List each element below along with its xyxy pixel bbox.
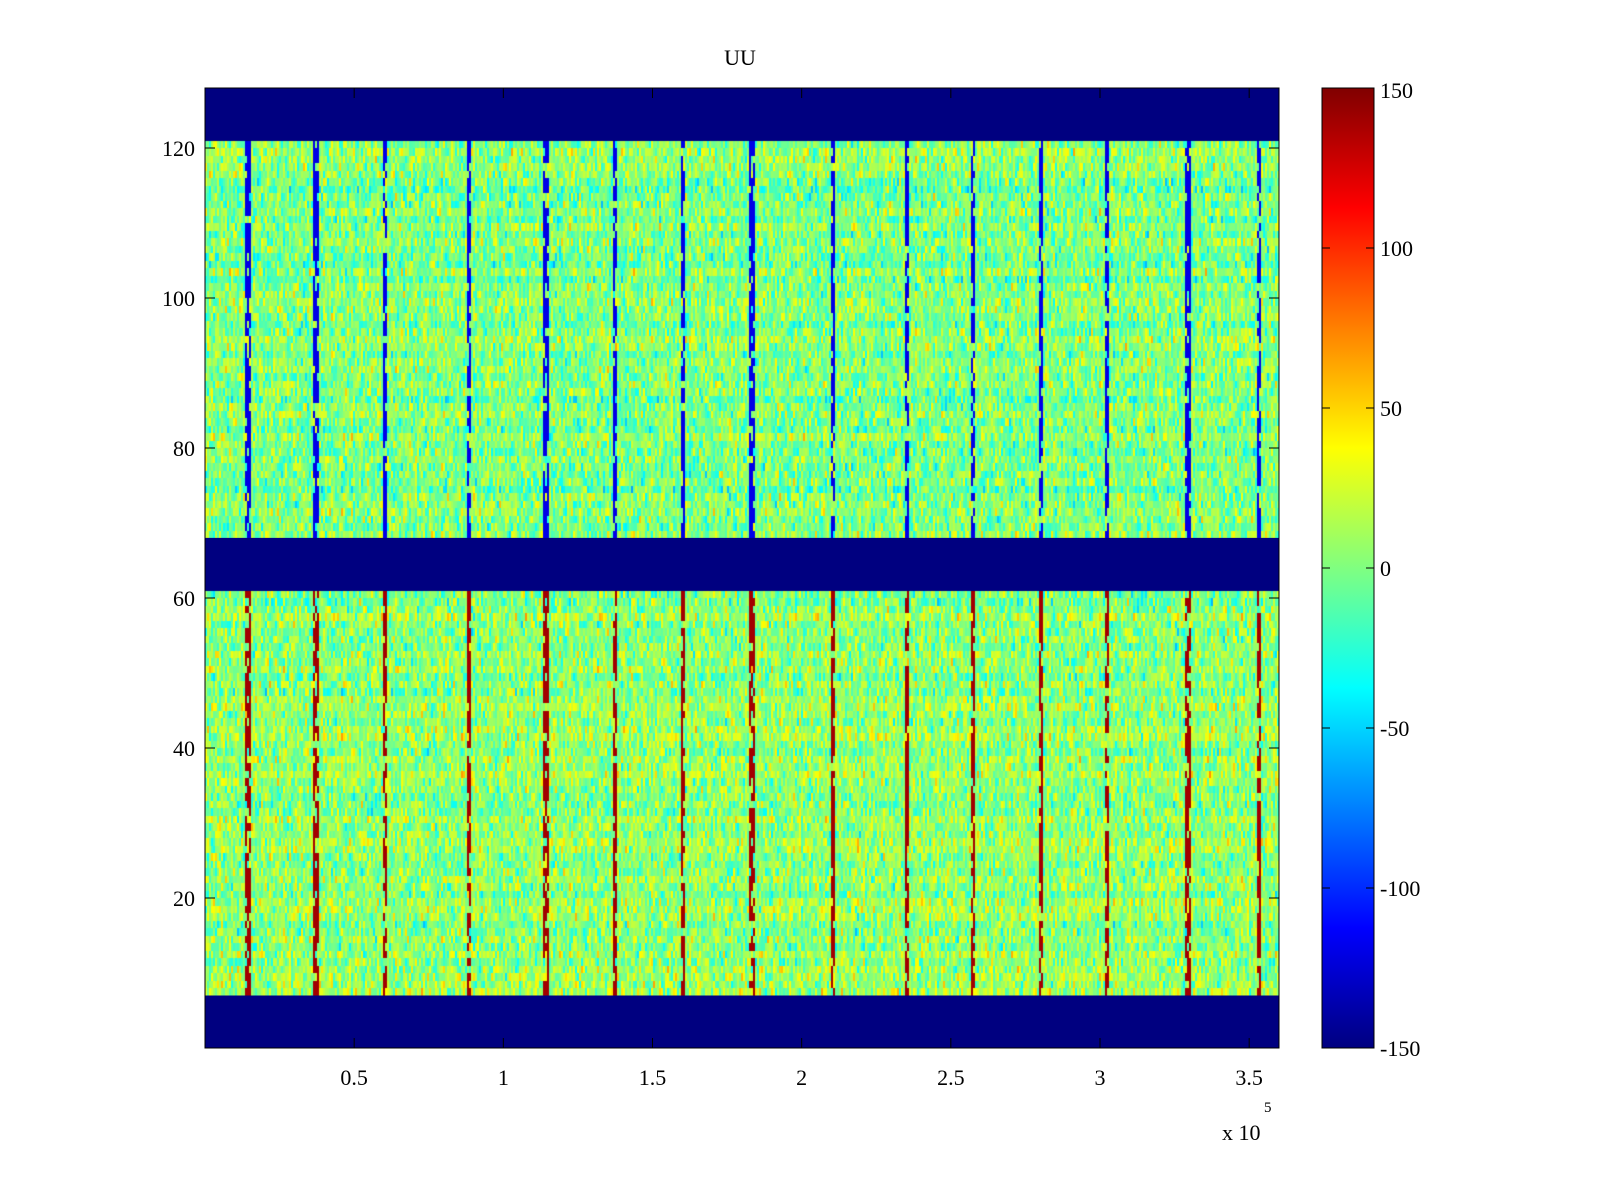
y-tick-label: 80	[173, 436, 195, 461]
y-tick-label: 20	[173, 886, 195, 911]
x-exponent: 5	[1264, 1100, 1272, 1116]
y-axis: 20 40 60 80 100 120	[162, 136, 1279, 911]
x-tick-label: 2.5	[937, 1065, 965, 1090]
plot-frame	[204, 87, 1280, 1049]
masked-band-4	[205, 88, 1279, 141]
x-tick-label: 1.5	[639, 1065, 667, 1090]
x-exponent-label: x 10	[1222, 1120, 1261, 1145]
y-tick-label: 120	[162, 136, 195, 161]
colorbar-tick-label: 100	[1380, 236, 1413, 261]
colorbar-tick-label: -150	[1380, 1036, 1420, 1061]
masked-band-2	[205, 538, 1279, 591]
x-tick-label: 3.5	[1235, 1065, 1263, 1090]
colorbar-tick-label: 0	[1380, 556, 1391, 581]
colorbar: 150 100 50 0 -50 -100 -150	[1321, 78, 1420, 1061]
x-tick-label: 2	[796, 1065, 807, 1090]
colorbar-ticks: 150 100 50 0 -50 -100 -150	[1322, 78, 1420, 1061]
colorbar-tick-label: -50	[1380, 716, 1409, 741]
chart-title: UU	[724, 45, 756, 70]
x-axis: 0.5 1 1.5 2 2.5 3 3.5	[340, 88, 1263, 1090]
x-tick-label: 0.5	[340, 1065, 368, 1090]
colorbar-tick-label: 50	[1380, 396, 1402, 421]
masked-band-0	[205, 995, 1279, 1048]
y-tick-label: 60	[173, 586, 195, 611]
y-tick-label: 40	[173, 736, 195, 761]
colorbar-tick-label: -100	[1380, 876, 1420, 901]
colorbar-gradient	[1321, 87, 1375, 1049]
x-tick-label: 1	[498, 1065, 509, 1090]
x-tick-label: 3	[1095, 1065, 1106, 1090]
masked-bands	[205, 88, 1279, 1048]
colorbar-tick-label: 150	[1380, 78, 1413, 103]
y-tick-label: 100	[162, 286, 195, 311]
